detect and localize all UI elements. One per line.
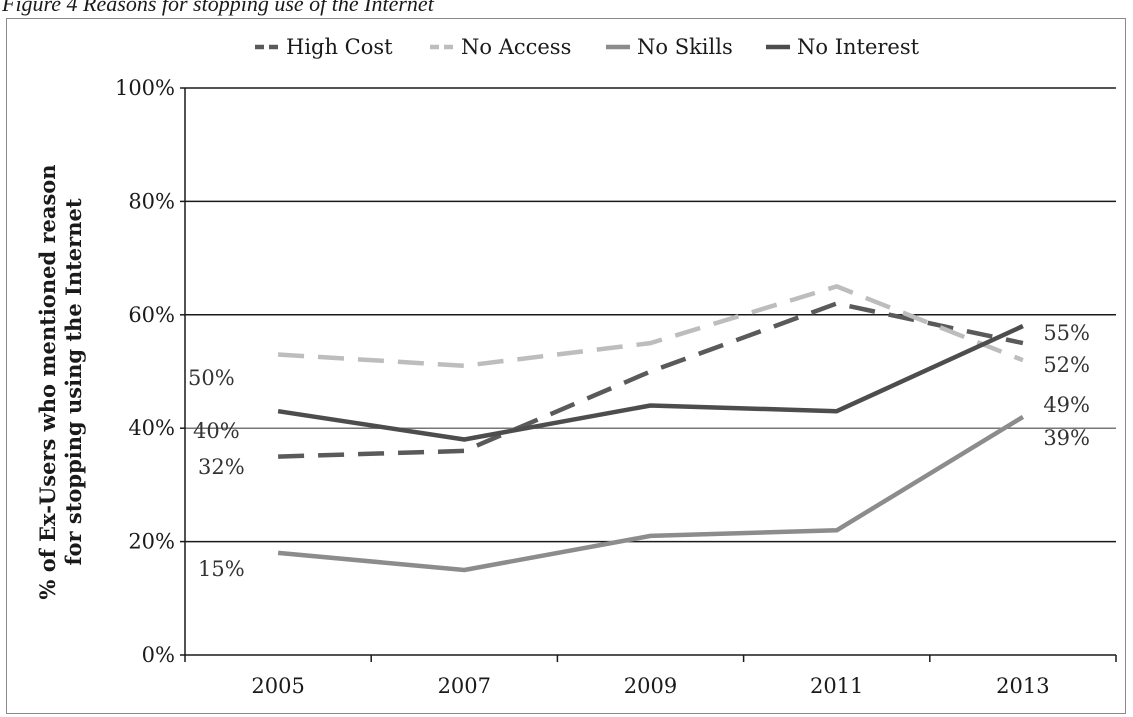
y-tick-label: 80% — [128, 189, 175, 213]
y-tick-label: 60% — [128, 303, 175, 327]
series-line-no-interest — [277, 324, 1024, 442]
series-lines — [277, 284, 1025, 573]
y-tick-label: 0% — [142, 643, 175, 667]
y-axis-label: for stopping using the Internet — [61, 198, 86, 565]
data-label: 39% — [1043, 426, 1090, 450]
x-tick-label-2009: 2009 — [624, 674, 677, 698]
y-axis-title: % of Ex-Users who mentioned reason for st… — [35, 164, 86, 599]
data-label: 50% — [188, 366, 235, 390]
data-label: 32% — [198, 455, 245, 479]
data-label: 49% — [1043, 393, 1090, 417]
series-line-no-skills — [277, 414, 1025, 573]
data-label: 40% — [193, 419, 240, 443]
series-line-no-access — [277, 284, 1024, 369]
data-labels: 50% 40% 32% 15% 55% 52% 49% 39% — [188, 321, 1090, 581]
x-tick-label-2007: 2007 — [438, 674, 491, 698]
data-label: 52% — [1043, 353, 1090, 377]
legend-label: No Interest — [797, 35, 920, 59]
legend-label: High Cost — [286, 35, 393, 59]
x-tick-label-2013: 2013 — [996, 674, 1049, 698]
y-axis-label: % of Ex-Users who mentioned reason — [35, 164, 60, 599]
chart-frame — [6, 18, 1126, 714]
axes: 0% 20% 40% 60% 80% 100% 2005 2007 2009 2011 2013 — [115, 76, 1117, 698]
legend-label: No Skills — [637, 35, 733, 59]
x-tick-label-2011: 2011 — [810, 674, 863, 698]
figure-caption: Figure 4 Reasons for stopping use of the… — [2, 0, 434, 16]
legend-label: No Access — [461, 35, 571, 59]
series-line-high-cost — [278, 301, 1024, 459]
y-tick-label: 40% — [128, 416, 175, 440]
data-label: 15% — [198, 557, 245, 581]
gridlines — [185, 87, 1116, 543]
legend: High Cost No Access No Skills No Interest — [255, 35, 920, 59]
y-tick-label: 100% — [115, 76, 175, 100]
data-label: 55% — [1043, 321, 1090, 345]
y-tick-label: 20% — [128, 530, 175, 554]
x-tick-label-2005: 2005 — [251, 674, 304, 698]
